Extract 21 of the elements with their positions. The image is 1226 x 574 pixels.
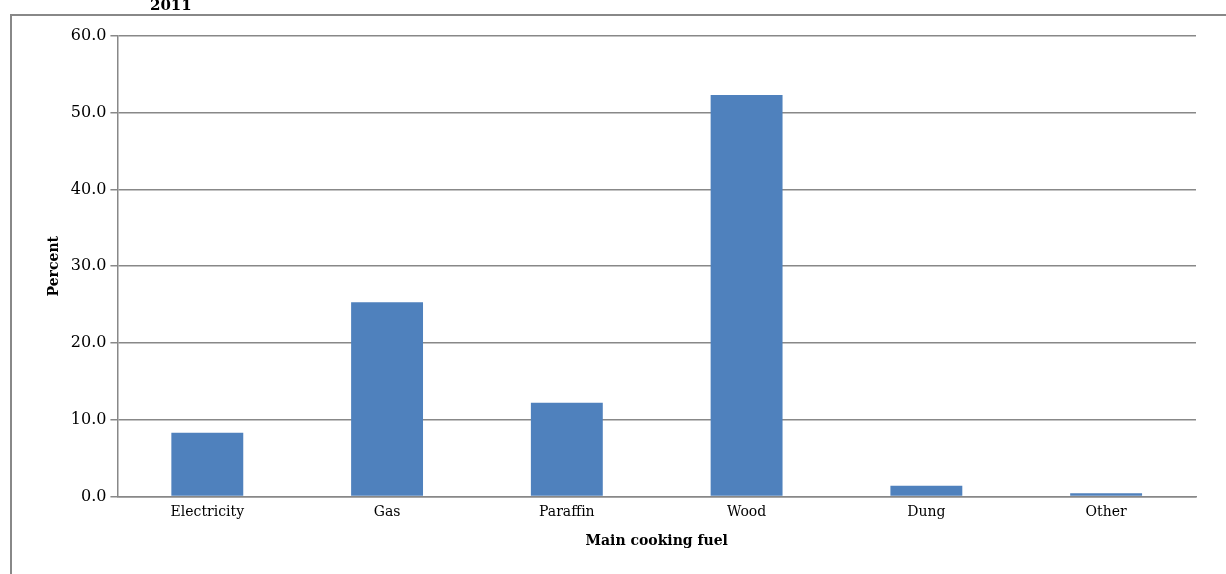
y-tick-label: 40.0 <box>70 178 107 198</box>
bar <box>1070 493 1143 496</box>
bar <box>710 95 783 496</box>
bar <box>530 402 603 496</box>
y-tick-label: 50.0 <box>70 101 107 121</box>
x-tick-label: Other <box>1085 503 1127 520</box>
y-tick-label: 20.0 <box>70 332 107 352</box>
y-tick-label: 30.0 <box>70 255 107 275</box>
bar <box>171 432 244 496</box>
y-tick-label: 10.0 <box>70 408 107 428</box>
bar <box>351 302 424 496</box>
bar <box>890 485 963 496</box>
x-tick-label: Paraffin <box>539 503 595 520</box>
x-axis-title: Main cooking fuel <box>585 532 728 549</box>
x-tick-label: Electricity <box>170 503 245 520</box>
y-tick-label: 60.0 <box>70 25 107 45</box>
y-tick-label: 0.0 <box>80 485 107 505</box>
x-tick-label: Dung <box>907 503 946 520</box>
y-axis-title: Percent <box>45 235 62 297</box>
x-tick-label: Wood <box>726 503 767 520</box>
x-tick-label: Gas <box>373 503 401 520</box>
